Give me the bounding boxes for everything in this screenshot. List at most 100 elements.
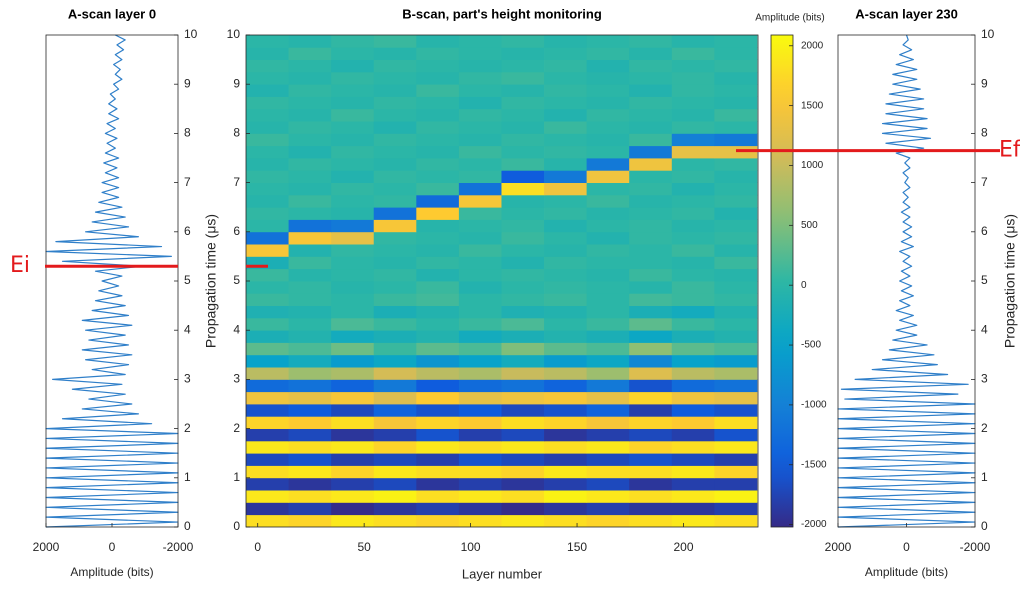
heatmap-cell <box>288 121 332 134</box>
heatmap-cell <box>544 354 588 368</box>
heatmap-cell <box>671 121 715 134</box>
heatmap-cell <box>714 293 758 306</box>
heatmap-cell <box>501 367 545 380</box>
heatmap-cell <box>586 514 630 527</box>
y-tick-label: 8 <box>184 126 191 140</box>
heatmap-cell <box>416 416 460 429</box>
heatmap-cell <box>629 293 673 306</box>
heatmap-cell <box>629 133 673 147</box>
heatmap-cell <box>629 342 673 356</box>
heatmap-cell <box>586 47 630 60</box>
colorbar-tick-label: 1000 <box>801 160 824 171</box>
heatmap-cell <box>671 428 715 442</box>
x-tick-label: 50 <box>357 540 371 554</box>
heatmap-cell <box>331 145 375 159</box>
heatmap-cell <box>458 416 502 429</box>
heatmap-cell <box>714 96 758 110</box>
heatmap-cell <box>331 490 375 503</box>
heatmap-cell <box>671 231 715 245</box>
heatmap-cell <box>586 502 630 516</box>
heatmap-cell <box>288 170 332 183</box>
heatmap-cell <box>331 207 375 220</box>
heatmap-cell <box>373 514 417 527</box>
y-tick-label: 0 <box>184 519 191 533</box>
heatmap-cell <box>629 367 673 380</box>
heatmap-cell <box>586 293 630 306</box>
x-tick-label: 150 <box>567 540 587 554</box>
heatmap-cell <box>544 121 588 134</box>
heatmap-cell <box>458 158 502 171</box>
heatmap-cell <box>501 71 545 85</box>
heatmap-cell <box>629 330 673 343</box>
heatmap-cell <box>458 121 502 134</box>
heatmap-cell <box>544 96 588 110</box>
heatmap-cell <box>544 59 588 73</box>
heatmap-cell <box>416 354 460 368</box>
heatmap-cell <box>373 219 417 233</box>
colorbar-tick-label: 1500 <box>801 100 824 111</box>
heatmap-cell <box>544 268 588 282</box>
chart-title: B-scan, part's height monitoring <box>402 6 602 21</box>
y-tick-label: 1 <box>233 470 240 484</box>
heatmap-cell <box>246 231 289 245</box>
heatmap-cell <box>246 96 289 110</box>
heatmap-cell <box>331 71 375 85</box>
heatmap-cell <box>714 231 758 245</box>
heatmap-cell <box>331 477 375 491</box>
heatmap-cell <box>586 317 630 331</box>
heatmap-cell <box>416 330 460 343</box>
heatmap-cell <box>288 244 332 257</box>
heatmap-cell <box>246 145 289 159</box>
heatmap-cell <box>458 71 502 85</box>
heatmap-cell <box>331 256 375 270</box>
heatmap-cell <box>671 416 715 429</box>
heatmap-cell <box>246 465 289 479</box>
heatmap-cell <box>544 256 588 270</box>
heatmap-cell <box>373 477 417 491</box>
heatmap-cell <box>586 108 630 122</box>
heatmap-cell <box>501 342 545 356</box>
heatmap-cell <box>714 477 758 491</box>
heatmap-cell <box>458 391 502 405</box>
heatmap-cell <box>544 514 588 527</box>
heatmap-cell <box>288 47 332 60</box>
heatmap-cell <box>586 219 630 233</box>
heatmap-cell <box>331 35 375 48</box>
heatmap-cell <box>373 207 417 220</box>
x-tick-label: 2000 <box>825 540 852 554</box>
heatmap-cell <box>586 256 630 270</box>
heatmap-cell <box>373 330 417 343</box>
y-tick-label: 4 <box>184 322 191 336</box>
heatmap-cell <box>246 59 289 73</box>
heatmap-cell <box>373 305 417 319</box>
heatmap-cell <box>671 305 715 319</box>
heatmap-cell <box>544 416 588 429</box>
heatmap-cell <box>288 404 332 417</box>
y-tick-label: 0 <box>981 519 988 533</box>
heatmap-cell <box>373 158 417 171</box>
heatmap-cell <box>331 305 375 319</box>
heatmap-cell <box>671 47 715 60</box>
colorbar-tick-label: -2000 <box>801 519 827 530</box>
heatmap-cell <box>373 391 417 405</box>
heatmap-cell <box>246 84 289 97</box>
y-tick-label: 6 <box>981 224 988 238</box>
heatmap-cell <box>544 490 588 503</box>
heatmap-cell <box>586 231 630 245</box>
heatmap-cell <box>416 514 460 527</box>
heatmap-cell <box>331 96 375 110</box>
heatmap-cell <box>501 293 545 306</box>
heatmap-cell <box>373 121 417 134</box>
heatmap-cell <box>458 490 502 503</box>
heatmap-cell <box>458 145 502 159</box>
heatmap-cell <box>373 502 417 516</box>
heatmap-cell <box>501 121 545 134</box>
heatmap-cell <box>629 281 673 294</box>
heatmap-cell <box>586 440 630 454</box>
heatmap-cell <box>501 268 545 282</box>
heatmap-cell <box>544 219 588 233</box>
heatmap-cell <box>501 440 545 454</box>
heatmap-cell <box>714 256 758 270</box>
heatmap-cell <box>416 59 460 73</box>
